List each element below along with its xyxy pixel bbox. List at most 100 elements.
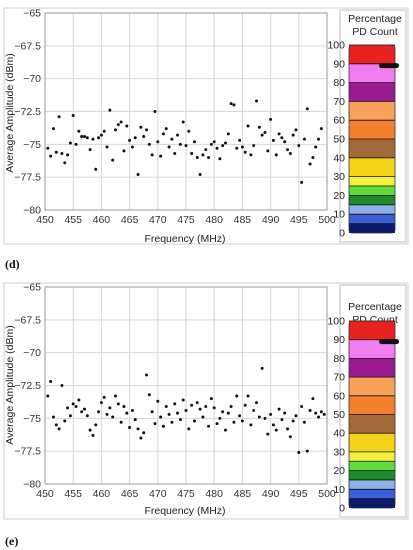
data-point bbox=[263, 131, 267, 135]
x-tick-label: 475 bbox=[177, 214, 195, 226]
data-point bbox=[133, 418, 137, 422]
y-tick-label: −80 bbox=[23, 479, 41, 491]
x-tick-label: 475 bbox=[177, 488, 195, 500]
data-point bbox=[66, 406, 70, 410]
data-point bbox=[184, 408, 188, 412]
legend-color-band bbox=[349, 195, 395, 205]
data-point bbox=[252, 144, 256, 148]
data-point bbox=[192, 419, 196, 423]
data-point bbox=[111, 158, 115, 162]
data-point bbox=[145, 128, 149, 132]
data-point bbox=[277, 407, 281, 411]
data-point bbox=[207, 155, 211, 159]
data-point bbox=[173, 152, 177, 156]
data-point bbox=[71, 113, 75, 117]
data-point bbox=[187, 129, 191, 133]
data-point bbox=[319, 410, 323, 414]
data-point bbox=[77, 398, 81, 402]
data-point bbox=[246, 394, 250, 398]
legend-tick-label: 20 bbox=[333, 465, 345, 477]
legend-color-band bbox=[349, 461, 395, 471]
legend-tick-label: 100 bbox=[327, 316, 345, 328]
data-point bbox=[105, 145, 109, 149]
data-point bbox=[49, 380, 53, 384]
data-point bbox=[159, 154, 163, 158]
data-point bbox=[255, 401, 258, 405]
panel-label-e: (e) bbox=[5, 534, 18, 548]
data-point bbox=[167, 412, 171, 416]
legend-tick-label: 30 bbox=[333, 446, 345, 458]
data-point bbox=[280, 418, 284, 422]
data-point bbox=[156, 140, 160, 144]
x-tick-label: 465 bbox=[121, 488, 139, 500]
data-point bbox=[74, 142, 78, 146]
legend-color-band bbox=[349, 176, 395, 186]
x-tick-label: 455 bbox=[64, 488, 82, 500]
data-point bbox=[142, 134, 146, 138]
x-tick-label: 480 bbox=[205, 214, 223, 226]
legend-color-band bbox=[349, 204, 395, 215]
data-point bbox=[136, 173, 140, 177]
legend-color-band bbox=[349, 139, 395, 158]
data-point bbox=[63, 161, 67, 165]
y-axis-ticks: −65 −67.5 −70 −72.5 −75 −77.5 −80 bbox=[14, 282, 41, 491]
x-tick-label: 460 bbox=[93, 214, 111, 226]
data-point bbox=[300, 180, 304, 184]
data-point bbox=[280, 136, 284, 140]
x-axis-ticks: 450 455 460 465 470 475 480 485 490 495 500 bbox=[36, 214, 336, 226]
data-point bbox=[161, 424, 165, 428]
legend-tick-label: 80 bbox=[333, 353, 345, 365]
data-point bbox=[77, 129, 81, 133]
data-point bbox=[212, 140, 216, 144]
data-point bbox=[181, 120, 185, 124]
data-point bbox=[232, 103, 236, 107]
data-point bbox=[57, 427, 61, 431]
data-point bbox=[88, 428, 92, 432]
data-point bbox=[302, 137, 306, 141]
x-tick-label: 495 bbox=[290, 488, 308, 500]
data-point bbox=[257, 415, 261, 419]
data-point bbox=[257, 125, 261, 129]
y-tick-label: −67.5 bbox=[14, 314, 41, 326]
data-point bbox=[271, 423, 275, 427]
legend-color-band bbox=[349, 479, 395, 490]
data-point bbox=[260, 366, 264, 370]
data-point bbox=[215, 422, 219, 426]
data-point bbox=[302, 420, 306, 424]
plot-area-border bbox=[44, 286, 328, 485]
legend-bar-outline bbox=[348, 44, 396, 234]
data-point bbox=[49, 154, 53, 158]
data-point bbox=[322, 412, 326, 416]
legend-color-band bbox=[349, 470, 395, 480]
data-point bbox=[91, 137, 95, 141]
data-point bbox=[317, 415, 321, 419]
legend-color-band bbox=[349, 433, 395, 452]
data-point bbox=[235, 394, 239, 398]
data-point bbox=[176, 133, 180, 137]
data-point bbox=[274, 428, 278, 432]
data-point bbox=[232, 420, 236, 424]
data-point bbox=[142, 431, 146, 435]
x-tick-label: 500 bbox=[318, 488, 336, 500]
data-point bbox=[229, 102, 233, 106]
data-point bbox=[147, 393, 151, 397]
legend-color-band bbox=[349, 63, 395, 83]
x-tick-label: 455 bbox=[64, 214, 82, 226]
legend-color-bands bbox=[348, 44, 399, 234]
data-point bbox=[291, 419, 295, 423]
data-point bbox=[125, 124, 129, 128]
data-point bbox=[201, 415, 205, 419]
scatter-points bbox=[46, 99, 323, 184]
legend-tick-label: 10 bbox=[333, 209, 345, 221]
data-point bbox=[153, 110, 157, 113]
data-point bbox=[60, 384, 64, 387]
data-point bbox=[99, 133, 103, 137]
data-point bbox=[288, 152, 292, 156]
data-point bbox=[291, 133, 295, 137]
data-point bbox=[308, 408, 312, 412]
data-point bbox=[167, 145, 171, 149]
data-point bbox=[266, 149, 270, 153]
y-tick-label: −65 bbox=[23, 8, 41, 20]
x-tick-label: 450 bbox=[36, 214, 54, 226]
y-tick-label: −75 bbox=[23, 139, 41, 151]
